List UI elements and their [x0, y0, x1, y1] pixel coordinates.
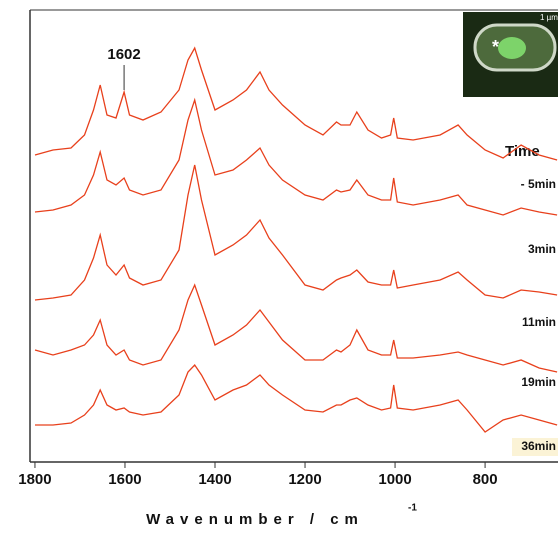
legend-label: 19min: [521, 375, 556, 389]
legend-label: 3min: [528, 242, 556, 256]
spectrum-line: [34, 164, 558, 301]
legend-label: 36min: [521, 439, 556, 453]
legend-label: - 5min: [521, 177, 556, 191]
x-tick-label: 1800: [18, 471, 51, 488]
x-tick-label: 1000: [378, 471, 411, 488]
legend-highlight: [512, 438, 558, 456]
x-axis-label-sup: -1: [408, 503, 417, 514]
inset-marker: *: [492, 37, 499, 57]
spectrum-line: [34, 283, 558, 373]
x-tick-label: 1400: [198, 471, 231, 488]
x-axis-label: Wavenumber / cm: [146, 511, 364, 528]
x-tick-label: 1600: [108, 471, 141, 488]
legend-title: Time: [505, 143, 540, 160]
x-tick-label: 1200: [288, 471, 321, 488]
spectrum-line: [34, 97, 558, 216]
annotation-label: 1602: [107, 46, 140, 63]
inset-image: * 1 µm: [463, 12, 558, 97]
spectrum-line: [34, 46, 558, 161]
inset-scale: 1 µm: [540, 13, 558, 22]
legend-label: 11min: [522, 315, 556, 329]
spectrum-line: [35, 363, 558, 433]
x-tick-label: 800: [473, 471, 498, 488]
